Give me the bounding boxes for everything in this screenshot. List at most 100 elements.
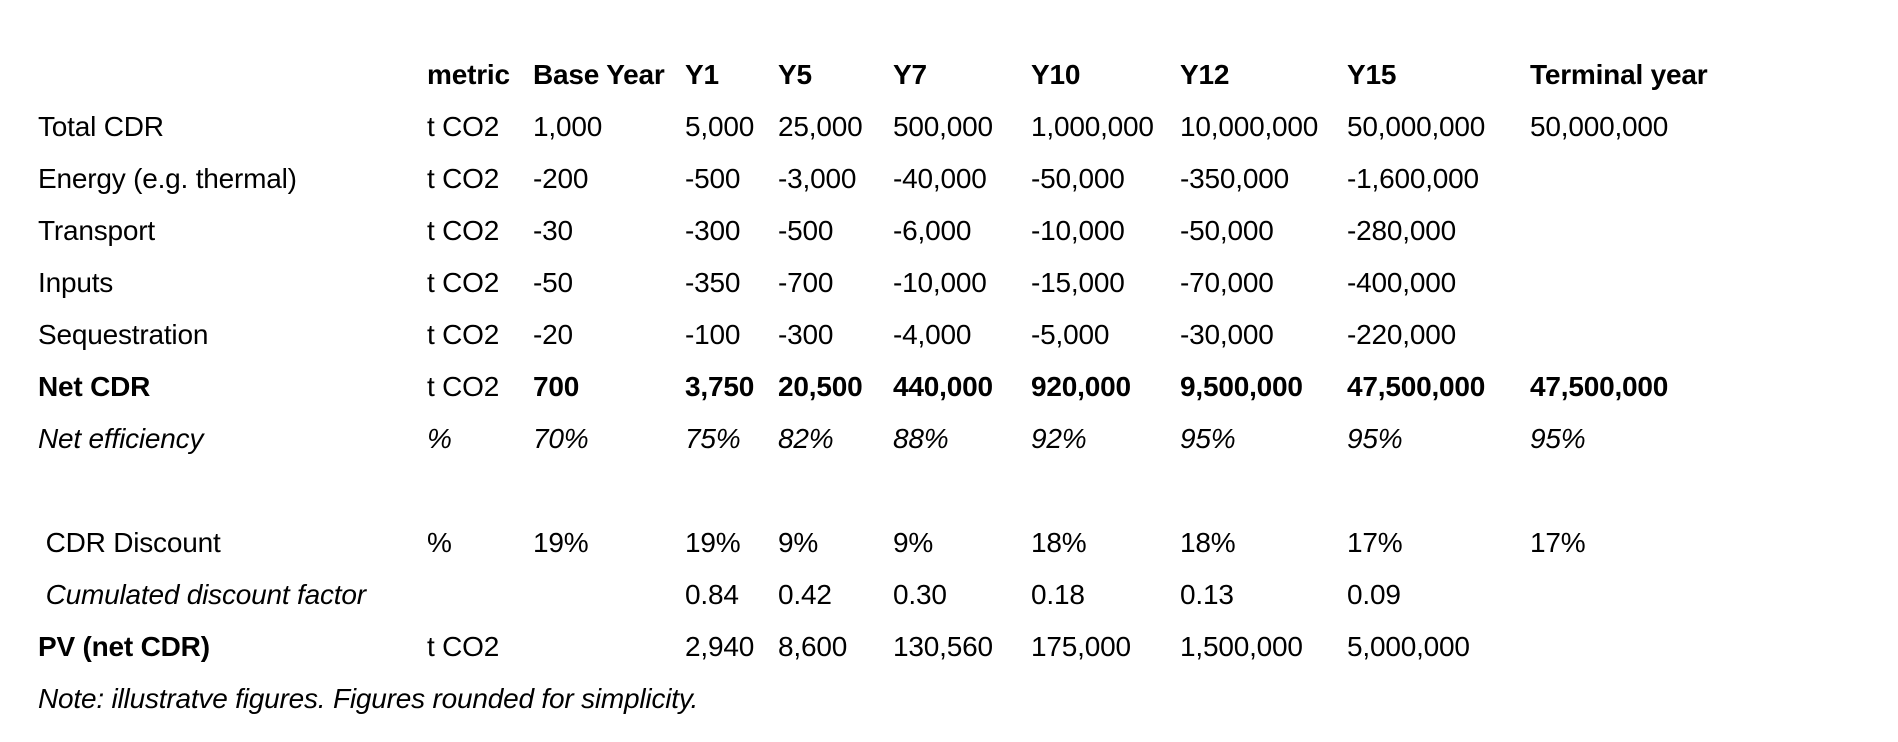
value-cell: 1,000,000 <box>1031 111 1154 142</box>
value-cell: -50 <box>533 267 573 298</box>
metric-cell: % <box>427 527 452 558</box>
table-row: PV (net CDR) t CO2 2,940 8,600 130,560 175,00… <box>38 621 1860 673</box>
value-cell: -15,000 <box>1031 267 1125 298</box>
value-cell: 88% <box>893 423 949 454</box>
value-cell: -30 <box>533 215 573 246</box>
value-cell: 9,500,000 <box>1180 371 1303 402</box>
row-label: Cumulated discount factor <box>38 579 366 610</box>
value-cell: 50,000,000 <box>1530 111 1669 142</box>
table-body: Total CDR t CO2 1,000 5,000 25,000 500,000 1,0… <box>38 101 1860 673</box>
value-cell: 8,600 <box>778 631 848 662</box>
value-cell: -30,000 <box>1180 319 1274 350</box>
value-cell: 95% <box>1530 423 1586 454</box>
value-cell: 2,940 <box>685 631 755 662</box>
table-row: Net efficiency% 70% 75% 82% 88% 92% 95% 95% 95% <box>38 413 1860 465</box>
row-label: Transport <box>38 215 155 246</box>
column-header: Terminal year <box>1530 59 1708 90</box>
value-cell: 95% <box>1347 423 1403 454</box>
value-cell: 0.09 <box>1347 579 1401 610</box>
spreadsheet-area: metric Base Year Y1 Y5 Y7 Y10 Y12 Y15 Terminal y… <box>38 49 1860 714</box>
cdr-table: metric Base Year Y1 Y5 Y7 Y10 Y12 Y15 Terminal y… <box>38 49 1860 673</box>
value-cell <box>685 465 778 517</box>
metric-cell: t CO2 <box>427 215 500 246</box>
value-cell: -220,000 <box>1347 319 1456 350</box>
value-cell: 0.42 <box>778 579 832 610</box>
table-row: Total CDR t CO2 1,000 5,000 25,000 500,000 1,0… <box>38 101 1860 153</box>
row-label: Total CDR <box>38 111 164 142</box>
value-cell <box>778 465 893 517</box>
value-cell <box>1530 205 1860 257</box>
value-cell: -6,000 <box>893 215 972 246</box>
row-label: Net CDR <box>38 371 151 402</box>
value-cell: 700 <box>533 371 580 402</box>
value-cell: 18% <box>1031 527 1087 558</box>
table-header: metric Base Year Y1 Y5 Y7 Y10 Y12 Y15 Terminal y… <box>38 49 1860 101</box>
row-label: Inputs <box>38 267 114 298</box>
value-cell <box>533 465 685 517</box>
column-header: Y15 <box>1347 59 1397 90</box>
value-cell: 75% <box>685 423 741 454</box>
value-cell: 9% <box>893 527 934 558</box>
value-cell: 500,000 <box>893 111 993 142</box>
value-cell: -350,000 <box>1180 163 1289 194</box>
row-label: CDR Discount <box>38 527 221 558</box>
value-cell: 5,000 <box>685 111 755 142</box>
metric-cell: t CO2 <box>427 319 500 350</box>
table-row: Net CDR t CO2 700 3,750 20,500 440,000 920,000… <box>38 361 1860 413</box>
value-cell <box>1031 465 1180 517</box>
value-cell: 175,000 <box>1031 631 1131 662</box>
value-cell <box>533 621 685 673</box>
value-cell <box>1530 257 1860 309</box>
value-cell <box>1180 465 1347 517</box>
column-header: Y7 <box>893 59 927 90</box>
table-row: Energy (e.g. thermal) t CO2 -200 -500 -3,000… <box>38 153 1860 205</box>
table-row: CDR Discount% 19% 19% 9% 9% 18% 18% 17% 17% <box>38 517 1860 569</box>
value-cell: -280,000 <box>1347 215 1456 246</box>
table-row <box>38 465 1860 517</box>
metric-cell: % <box>427 423 452 454</box>
value-cell: 50,000,000 <box>1347 111 1486 142</box>
value-cell: -50,000 <box>1031 163 1125 194</box>
value-cell: 920,000 <box>1031 371 1131 402</box>
value-cell: 0.13 <box>1180 579 1234 610</box>
value-cell: -700 <box>778 267 834 298</box>
metric-cell: t CO2 <box>427 371 500 402</box>
column-header: Y1 <box>685 59 719 90</box>
value-cell: 19% <box>685 527 741 558</box>
value-cell: 82% <box>778 423 834 454</box>
value-cell: -4,000 <box>893 319 972 350</box>
value-cell <box>1530 569 1860 621</box>
metric-cell: t CO2 <box>427 631 500 662</box>
value-cell: -40,000 <box>893 163 987 194</box>
value-cell: 1,500,000 <box>1180 631 1303 662</box>
value-cell: -100 <box>685 319 741 350</box>
value-cell: 19% <box>533 527 589 558</box>
value-cell: -50,000 <box>1180 215 1274 246</box>
metric-cell <box>427 569 533 621</box>
value-cell: 0.84 <box>685 579 739 610</box>
column-header: Base Year <box>533 59 665 90</box>
value-cell: 95% <box>1180 423 1236 454</box>
value-cell: -3,000 <box>778 163 857 194</box>
value-cell: 47,500,000 <box>1530 371 1669 402</box>
value-cell: 440,000 <box>893 371 993 402</box>
value-cell: 0.30 <box>893 579 947 610</box>
value-cell: -350 <box>685 267 741 298</box>
value-cell <box>893 465 1031 517</box>
row-label: Energy (e.g. thermal) <box>38 163 297 194</box>
column-header: Y12 <box>1180 59 1230 90</box>
value-cell <box>533 569 685 621</box>
value-cell: -20 <box>533 319 573 350</box>
value-cell: 9% <box>778 527 819 558</box>
value-cell <box>1530 153 1860 205</box>
table-row: Sequestration t CO2 -20 -100 -300 -4,000 -5,00… <box>38 309 1860 361</box>
value-cell: -200 <box>533 163 589 194</box>
value-cell: -500 <box>685 163 741 194</box>
value-cell <box>1347 465 1530 517</box>
value-cell <box>1530 465 1860 517</box>
column-header: Y5 <box>778 59 812 90</box>
value-cell: -500 <box>778 215 834 246</box>
value-cell: -300 <box>778 319 834 350</box>
value-cell: 25,000 <box>778 111 863 142</box>
value-cell: -5,000 <box>1031 319 1110 350</box>
